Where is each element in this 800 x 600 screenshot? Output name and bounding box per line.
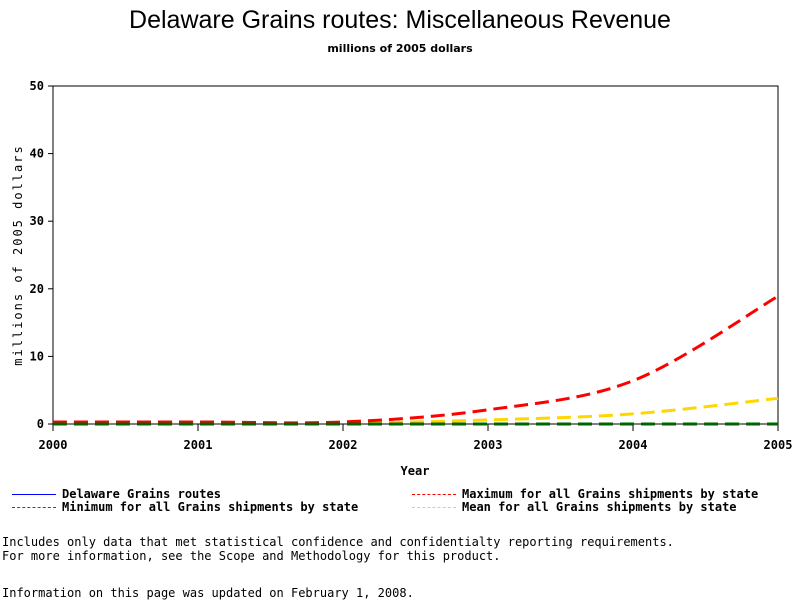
note-updated: Information on this page was updated on … xyxy=(2,586,414,600)
line-chart: 0 10 20 30 40 50 2000 2001 2002 2003 2004 2005 Year… xyxy=(11,79,793,478)
legend-swatch-dashed-red xyxy=(412,494,456,495)
y-tick-label: 20 xyxy=(30,282,44,296)
series-line-mean-for-all-grains-shipments-by-state xyxy=(52,396,779,426)
y-axis-label: millions of 2005 dollars xyxy=(11,144,25,365)
legend-item-minimum: Minimum for all Grains shipments by stat… xyxy=(12,500,358,514)
x-tick-label: 2002 xyxy=(329,438,358,452)
chart-subtitle: millions of 2005 dollars xyxy=(327,42,473,55)
axes: 0 10 20 30 40 50 2000 2001 2002 2003 2004 2005 xyxy=(30,79,793,452)
x-tick-label: 2001 xyxy=(184,438,213,452)
x-axis-label: Year xyxy=(401,464,430,478)
legend-label: Minimum for all Grains shipments by stat… xyxy=(62,500,359,514)
plot-frame xyxy=(52,85,779,425)
legend-item-delaware: Delaware Grains routes xyxy=(12,487,221,501)
y-tick-label: 30 xyxy=(30,214,44,228)
legend-label: Maximum for all Grains shipments by stat… xyxy=(462,487,759,501)
y-tick-label: 50 xyxy=(30,79,44,93)
legend-item-mean: Mean for all Grains shipments by state xyxy=(412,500,737,514)
legend-swatch-dashed-yellow xyxy=(412,507,456,508)
legend-item-maximum: Maximum for all Grains shipments by stat… xyxy=(412,487,758,501)
x-tick-label: 2004 xyxy=(619,438,648,452)
x-tick-label: 2005 xyxy=(764,438,793,452)
x-tick-label: 2000 xyxy=(39,438,68,452)
legend-swatch-solid-blue xyxy=(12,494,56,495)
y-tick-label: 0 xyxy=(37,417,44,431)
series-line-maximum-for-all-grains-shipments-by-state xyxy=(52,294,779,425)
y-tick-label: 10 xyxy=(30,349,44,363)
chart-title: Delaware Grains routes: Miscellaneous Re… xyxy=(129,6,671,34)
x-tick-label: 2003 xyxy=(474,438,503,452)
y-tick-label: 40 xyxy=(30,147,44,161)
series-lines xyxy=(52,294,779,426)
note-methodology: For more information, see the Scope and … xyxy=(2,549,501,563)
legend-swatch-dashed-green xyxy=(12,507,56,508)
note-confidence: Includes only data that met statistical … xyxy=(2,535,674,549)
legend-label: Mean for all Grains shipments by state xyxy=(462,500,737,514)
legend-label: Delaware Grains routes xyxy=(62,487,221,501)
